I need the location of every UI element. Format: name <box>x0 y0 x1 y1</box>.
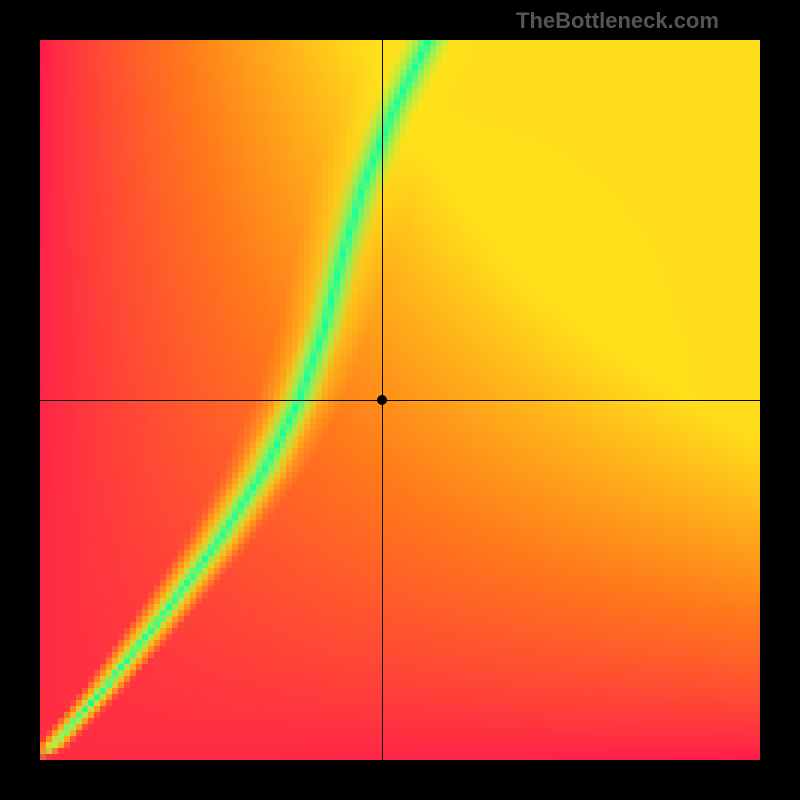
crosshair-horizontal <box>40 400 760 401</box>
watermark-text: TheBottleneck.com <box>516 8 719 34</box>
chart-container: { "watermark": { "text": "TheBottleneck.… <box>0 0 800 800</box>
data-point-marker <box>377 395 387 405</box>
